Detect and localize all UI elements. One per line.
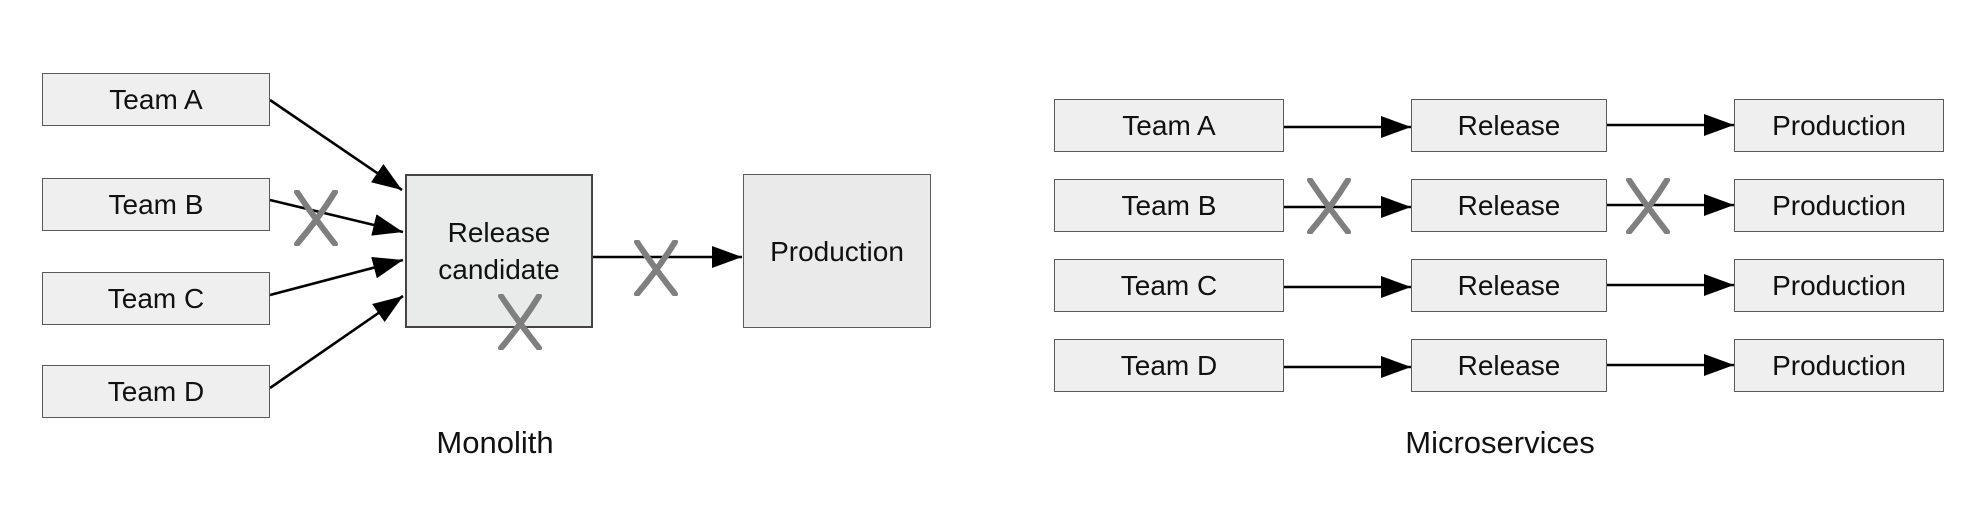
monolith-team-b-box: Team B xyxy=(42,178,270,231)
arrow-team-d-to-rc xyxy=(269,294,404,390)
ms-team-c-label: Team C xyxy=(1120,270,1218,301)
x-mark-icon xyxy=(1307,178,1351,234)
monolith-team-d-label: Team D xyxy=(107,376,205,407)
monolith-team-d-box: Team D xyxy=(42,365,270,418)
release-candidate-label: Release candidate xyxy=(438,217,560,285)
ms-production-b-box: Production xyxy=(1734,179,1944,232)
x-mark-icon xyxy=(294,190,338,246)
x-mark-icon xyxy=(1626,178,1670,234)
monolith-production-label: Production xyxy=(770,235,904,267)
ms-team-b-label: Team B xyxy=(1121,190,1217,221)
ms-release-b-label: Release xyxy=(1457,190,1561,221)
arrow-team-c-to-rc xyxy=(269,256,404,297)
ms-release-c-box: Release xyxy=(1411,259,1607,312)
release-candidate-box: Release candidate xyxy=(405,174,593,328)
monolith-team-a-box: Team A xyxy=(42,73,270,126)
x-mark-icon xyxy=(634,240,678,296)
ms-production-c-label: Production xyxy=(1772,270,1906,301)
arrow-team-a-to-rc xyxy=(269,98,403,192)
ms-production-b-label: Production xyxy=(1772,190,1906,221)
ms-release-c-label: Release xyxy=(1457,270,1561,301)
ms-production-a-box: Production xyxy=(1734,99,1944,152)
ms-release-b-box: Release xyxy=(1411,179,1607,232)
arrow-team-b-to-rc xyxy=(269,198,404,236)
x-mark-icon xyxy=(498,294,542,350)
monolith-production-box: Production xyxy=(743,174,931,328)
ms-release-d-label: Release xyxy=(1457,350,1561,381)
monolith-team-a-label: Team A xyxy=(109,84,203,115)
ms-team-d-label: Team D xyxy=(1120,350,1218,381)
ms-production-d-label: Production xyxy=(1772,350,1906,381)
ms-production-a-label: Production xyxy=(1772,110,1906,141)
ms-release-a-box: Release xyxy=(1411,99,1607,152)
monolith-caption: Monolith xyxy=(436,425,554,460)
monolith-team-c-label: Team C xyxy=(107,283,205,314)
ms-team-a-box: Team A xyxy=(1054,99,1284,152)
ms-team-d-box: Team D xyxy=(1054,339,1284,392)
monolith-team-c-box: Team C xyxy=(42,272,270,325)
ms-release-d-box: Release xyxy=(1411,339,1607,392)
ms-production-d-box: Production xyxy=(1734,339,1944,392)
ms-release-a-label: Release xyxy=(1457,110,1561,141)
ms-team-b-box: Team B xyxy=(1054,179,1284,232)
monolith-team-b-label: Team B xyxy=(108,189,204,220)
ms-team-a-label: Team A xyxy=(1122,110,1216,141)
ms-production-c-box: Production xyxy=(1734,259,1944,312)
microservices-caption: Microservices xyxy=(1405,425,1595,460)
ms-team-c-box: Team C xyxy=(1054,259,1284,312)
